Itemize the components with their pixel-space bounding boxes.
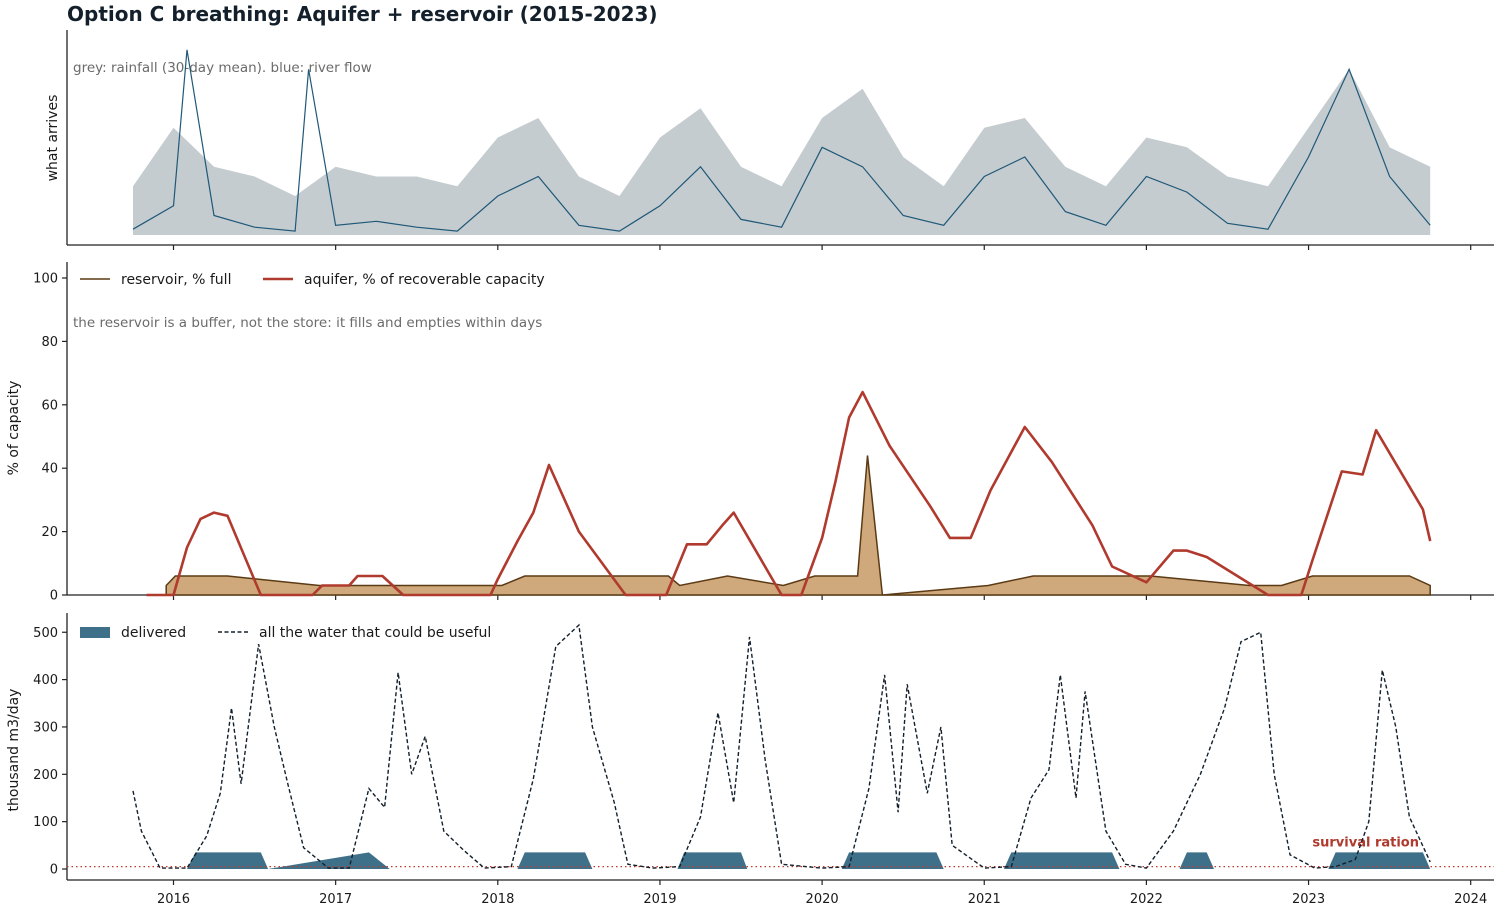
legend-label-aquifer: aquifer, % of recoverable capacity	[304, 272, 545, 288]
legend-storage: reservoir, % full aquifer, % of recovera…	[80, 272, 545, 288]
series-reservoir	[165, 455, 1431, 596]
y-tick-label: 0	[50, 589, 58, 604]
x-tick-label: 2017	[319, 892, 352, 907]
ylabel-what-arrives: what arrives	[45, 95, 61, 182]
panel-what-arrives: what arrives grey: rainfall (30-day mean…	[45, 30, 1494, 250]
ylabel-capacity: % of capacity	[6, 381, 22, 476]
y-tick-label: 40	[41, 462, 58, 477]
panel-supply: thousand m3/day delivered all the water …	[6, 613, 1494, 907]
y-tick-label: 80	[41, 335, 58, 350]
y-tick-label: 400	[33, 673, 58, 688]
ylabel-supply: thousand m3/day	[6, 689, 22, 812]
y-tick-label: 20	[41, 525, 58, 540]
chart-title: Option C breathing: Aquifer + reservoir …	[67, 2, 658, 26]
series-delivered-area	[187, 852, 1431, 869]
survival-ration-label: survival ration	[1312, 836, 1419, 851]
y-tick-label: 200	[33, 768, 58, 783]
x-tick-label: 2021	[968, 892, 1001, 907]
legend-label-reservoir: reservoir, % full	[121, 272, 231, 288]
series-rainfall-area	[133, 69, 1431, 235]
legend-supply: delivered all the water that could be us…	[80, 625, 491, 641]
series-river-flow-line	[132, 49, 1431, 232]
x-tick-label: 2016	[157, 892, 190, 907]
annotation-arrivals: grey: rainfall (30-day mean). blue: rive…	[73, 60, 372, 76]
y-tick-label: 100	[33, 815, 58, 830]
y-tick-label: 0	[50, 863, 58, 878]
y-tick-label: 60	[41, 398, 58, 413]
legend-label-useful: all the water that could be useful	[259, 625, 491, 641]
series-useful-water-line	[132, 623, 1431, 869]
x-tick-label: 2020	[806, 892, 839, 907]
y-tick-label: 100	[33, 272, 58, 287]
x-tick-label: 2019	[643, 892, 676, 907]
legend-swatch-delivered	[80, 627, 110, 638]
series-aquifer-line	[146, 390, 1432, 597]
x-tick-label: 2024	[1454, 892, 1487, 907]
y-tick-label: 300	[33, 720, 58, 735]
legend-label-delivered: delivered	[121, 625, 186, 641]
y-tick-label: 500	[33, 626, 58, 641]
annotation-reservoir: the reservoir is a buffer, not the store…	[73, 315, 542, 331]
x-tick-label: 2018	[481, 892, 514, 907]
panel-storage: % of capacity the reservoir is a buffer,…	[6, 262, 1494, 604]
x-tick-label: 2023	[1292, 892, 1325, 907]
x-tick-label: 2022	[1130, 892, 1163, 907]
